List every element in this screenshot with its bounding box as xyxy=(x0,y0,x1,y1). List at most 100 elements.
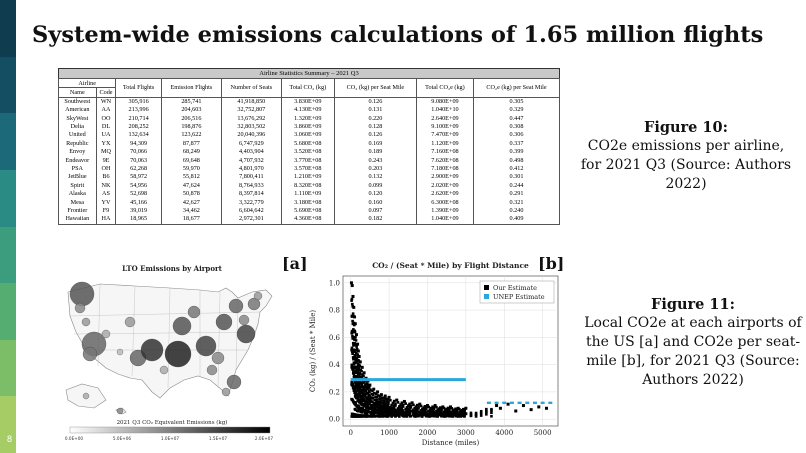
table-cell: 13,676,292 xyxy=(220,114,282,123)
table-cell: 62,268 xyxy=(115,165,162,174)
table-cell: 18,677 xyxy=(160,215,222,225)
sidebar-accent xyxy=(0,0,16,453)
data-point-our-estimate xyxy=(362,393,365,396)
data-point-our-estimate xyxy=(367,407,371,411)
data-point-our-estimate xyxy=(412,413,416,417)
table-cell: OH xyxy=(95,165,117,174)
data-point-our-estimate xyxy=(405,410,408,414)
table-cell: 0.097 xyxy=(333,207,417,216)
data-point-our-estimate xyxy=(354,384,358,388)
data-point-our-estimate xyxy=(415,408,419,412)
data-point-our-estimate xyxy=(361,399,365,403)
data-point-our-estimate xyxy=(464,406,468,410)
data-point-our-estimate xyxy=(398,405,401,408)
data-point-our-estimate xyxy=(368,390,371,394)
legend-swatch xyxy=(484,285,489,290)
chart-title: CO₂ / (Seat * Mile) by Flight Distance xyxy=(372,261,529,270)
table-cell: 305,916 xyxy=(115,97,162,107)
data-point-our-estimate xyxy=(365,398,369,401)
data-point-our-estimate xyxy=(358,414,361,418)
data-point-our-estimate xyxy=(359,368,362,372)
data-point-our-estimate xyxy=(392,399,396,403)
table-cell: 0.412 xyxy=(472,165,561,174)
data-point-our-estimate xyxy=(390,411,393,415)
y-axis-label: CO₂ (kg) / (Seat * Mile) xyxy=(309,310,317,393)
sidebar-block xyxy=(0,339,16,397)
data-point-our-estimate xyxy=(371,389,374,393)
data-point-our-estimate xyxy=(357,384,360,388)
table-cell: 32,752,807 xyxy=(220,106,282,115)
data-point-our-estimate xyxy=(400,407,404,410)
airport-bubble xyxy=(101,329,111,339)
data-point-our-estimate xyxy=(390,408,393,412)
data-point-our-estimate xyxy=(406,413,410,417)
data-point-our-estimate xyxy=(352,356,355,360)
table-cell: 0.126 xyxy=(333,131,417,140)
data-point-our-estimate xyxy=(352,321,356,325)
table-cell: 1.320E+09 xyxy=(280,114,335,123)
data-point-our-estimate xyxy=(427,409,431,413)
data-point-our-estimate xyxy=(420,413,424,417)
data-point-our-estimate xyxy=(357,368,361,372)
data-point-our-estimate xyxy=(371,393,375,397)
table-cell: 2,972,301 xyxy=(220,215,282,225)
data-point-our-estimate xyxy=(356,342,360,346)
data-point-our-estimate xyxy=(418,412,422,415)
data-point-our-estimate xyxy=(401,403,405,407)
data-point-our-estimate xyxy=(378,411,382,415)
data-point-our-estimate xyxy=(354,408,357,412)
data-point-our-estimate xyxy=(364,385,368,389)
table-cell: 7.160E+08 xyxy=(415,148,474,157)
table-row: Hawaiian HA 18,965 18,677 2,972,301 4.360E+08… xyxy=(58,215,561,225)
data-point-our-estimate xyxy=(412,412,416,416)
data-point-our-estimate xyxy=(369,406,373,410)
data-point-our-estimate xyxy=(490,411,493,415)
data-point-our-estimate xyxy=(363,384,367,387)
x-tick-label: 5000 xyxy=(534,429,552,437)
data-point-our-estimate xyxy=(427,413,431,417)
data-point-our-estimate xyxy=(353,354,357,357)
table-cell: Frontier xyxy=(58,207,97,216)
data-point-our-estimate xyxy=(357,405,361,408)
data-point-our-estimate xyxy=(357,375,361,379)
airport-bubble xyxy=(195,335,217,357)
table-col-header: Name xyxy=(58,87,97,98)
data-point-our-estimate xyxy=(396,407,400,410)
data-point-our-estimate xyxy=(389,398,392,402)
table-cell: 0.244 xyxy=(472,181,561,191)
data-point-our-estimate xyxy=(422,413,425,417)
data-point-our-estimate xyxy=(409,406,413,409)
data-point-unep-estimate xyxy=(525,401,530,405)
table-cell: PSA xyxy=(58,165,97,174)
data-point-our-estimate xyxy=(351,367,355,371)
data-point-our-estimate xyxy=(382,410,386,414)
table-cell: 0.128 xyxy=(333,123,417,132)
airport-bubble xyxy=(228,298,244,314)
data-point-our-estimate xyxy=(376,390,380,394)
data-point-our-estimate xyxy=(449,405,452,409)
data-point-our-estimate xyxy=(367,400,371,404)
table-cell: SkyWest xyxy=(58,114,97,123)
data-point-our-estimate xyxy=(462,413,466,416)
data-point-our-estimate xyxy=(458,413,462,417)
data-point-our-estimate xyxy=(363,411,367,415)
table-col-header: Emission Flights xyxy=(160,78,222,98)
data-point-our-estimate xyxy=(469,414,473,417)
data-point-our-estimate xyxy=(450,412,454,416)
data-point-our-estimate xyxy=(392,406,396,409)
data-point-our-estimate xyxy=(360,382,364,386)
data-point-our-estimate xyxy=(353,386,357,390)
airport-bubble xyxy=(140,338,164,362)
airport-bubble xyxy=(82,346,98,362)
legend-label: Our Estimate xyxy=(493,284,537,292)
table-cell: 3.060E+09 xyxy=(280,131,335,140)
data-point-our-estimate xyxy=(406,409,410,413)
data-point-our-estimate xyxy=(356,353,360,356)
data-point-our-estimate xyxy=(353,338,356,341)
data-point-our-estimate xyxy=(356,362,360,366)
airport-bubble xyxy=(116,407,124,415)
data-point-our-estimate xyxy=(373,401,377,405)
data-point-our-estimate xyxy=(362,374,365,378)
data-point-our-estimate xyxy=(401,411,404,415)
data-point-our-estimate xyxy=(364,415,368,418)
